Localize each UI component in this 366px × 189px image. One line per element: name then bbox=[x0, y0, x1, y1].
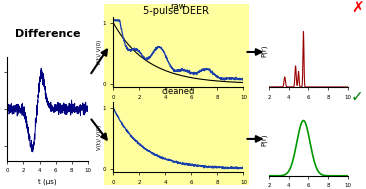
Text: Difference: Difference bbox=[15, 29, 80, 39]
Y-axis label: P(r): P(r) bbox=[261, 134, 268, 146]
Text: 5-pulse DEER: 5-pulse DEER bbox=[143, 6, 209, 16]
X-axis label: t (μs): t (μs) bbox=[169, 105, 188, 112]
Y-axis label: P(r): P(r) bbox=[261, 45, 268, 57]
Text: ✗: ✗ bbox=[351, 0, 363, 15]
Text: cleaned: cleaned bbox=[162, 88, 195, 96]
X-axis label: r (nm): r (nm) bbox=[298, 105, 319, 112]
X-axis label: t (μs): t (μs) bbox=[38, 179, 57, 185]
Text: raw: raw bbox=[171, 2, 186, 11]
Text: ✓: ✓ bbox=[351, 89, 363, 104]
Y-axis label: V(t)/ V(0): V(t)/ V(0) bbox=[97, 124, 102, 150]
Y-axis label: V(t)/ V(0): V(t)/ V(0) bbox=[97, 39, 102, 65]
